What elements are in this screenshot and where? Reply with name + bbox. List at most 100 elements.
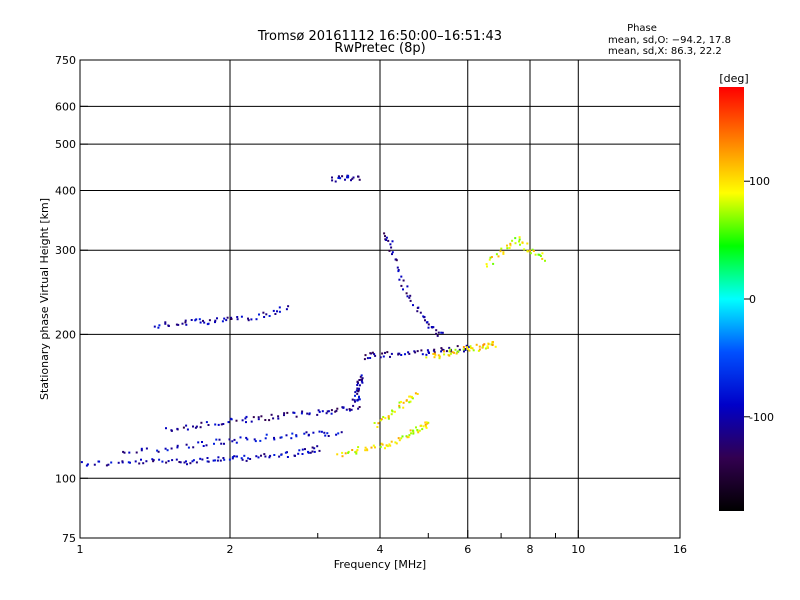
data-point [197, 441, 200, 444]
data-point [161, 460, 164, 463]
data-point [262, 311, 265, 314]
data-point [158, 458, 161, 461]
data-point [358, 379, 361, 381]
data-point [257, 416, 260, 419]
data-point [448, 354, 451, 357]
y-tick-label: 400 [55, 184, 76, 197]
data-point [305, 431, 308, 434]
data-point [506, 244, 508, 247]
data-point [458, 348, 461, 351]
data-point [497, 255, 500, 258]
data-point [416, 310, 419, 313]
data-point [400, 284, 403, 287]
data-point [393, 410, 396, 413]
data-point [217, 456, 220, 459]
x-tick-label: 1 [77, 543, 84, 556]
data-point [336, 407, 339, 410]
data-point [277, 417, 280, 420]
data-point [304, 448, 306, 451]
data-point [443, 350, 445, 353]
data-point [352, 404, 355, 407]
data-point [202, 319, 204, 322]
data-point [223, 317, 226, 320]
data-point [425, 426, 428, 429]
data-point [202, 445, 205, 447]
data-point [381, 352, 384, 355]
data-point [158, 324, 161, 327]
data-point [121, 461, 124, 464]
data-point [208, 319, 211, 322]
data-point [356, 449, 359, 451]
data-point [415, 426, 417, 429]
x-tick-label: 16 [673, 543, 687, 556]
data-point [509, 244, 512, 247]
data-point [295, 435, 298, 438]
data-point [294, 454, 296, 457]
data-point [379, 445, 382, 448]
data-point [186, 463, 188, 466]
data-point [245, 421, 247, 424]
data-point [214, 321, 216, 324]
data-point [398, 401, 401, 404]
data-point [486, 345, 489, 348]
data-point [490, 343, 493, 346]
data-point [311, 450, 314, 453]
data-point [409, 400, 412, 403]
data-point [265, 313, 268, 316]
data-point [201, 441, 203, 443]
data-point [280, 436, 283, 439]
data-point [355, 389, 358, 392]
data-point [354, 451, 357, 454]
data-point [348, 408, 351, 411]
data-point [214, 423, 217, 426]
colorbar-tick-label: -100 [749, 411, 774, 424]
data-point [465, 344, 468, 347]
data-point [462, 348, 465, 351]
data-point [433, 352, 436, 355]
data-point [273, 454, 276, 456]
data-point [297, 452, 300, 455]
data-point [406, 436, 409, 439]
data-point [356, 387, 359, 390]
data-point [178, 461, 181, 463]
data-point [345, 408, 348, 411]
data-point [151, 458, 154, 461]
data-point [185, 443, 188, 446]
data-point [318, 449, 321, 452]
data-point [391, 253, 393, 256]
data-point [509, 242, 512, 245]
data-point [359, 375, 362, 378]
data-point [500, 247, 503, 250]
data-point [199, 457, 202, 460]
data-point [326, 432, 329, 435]
data-point [200, 421, 203, 424]
data-point [303, 432, 306, 435]
data-point [408, 352, 411, 355]
data-point [477, 349, 480, 352]
data-point [487, 343, 490, 346]
data-point [411, 429, 414, 432]
data-point [391, 240, 394, 243]
data-point [398, 352, 401, 355]
data-point [511, 239, 514, 242]
data-point [184, 321, 187, 324]
data-point [293, 411, 296, 414]
data-point [117, 461, 120, 464]
data-point [228, 438, 231, 441]
data-point [475, 343, 478, 346]
data-point [347, 451, 350, 454]
data-point [326, 410, 329, 413]
data-point [424, 319, 426, 322]
data-point [422, 425, 425, 428]
data-point [384, 235, 386, 238]
data-point [397, 269, 400, 271]
data-point [231, 440, 234, 443]
data-point [357, 446, 360, 449]
data-point [135, 451, 138, 454]
data-point [272, 309, 275, 312]
data-point [390, 246, 393, 249]
data-point [327, 410, 330, 413]
data-point [355, 450, 358, 453]
data-point [247, 317, 249, 320]
data-point [364, 449, 367, 452]
